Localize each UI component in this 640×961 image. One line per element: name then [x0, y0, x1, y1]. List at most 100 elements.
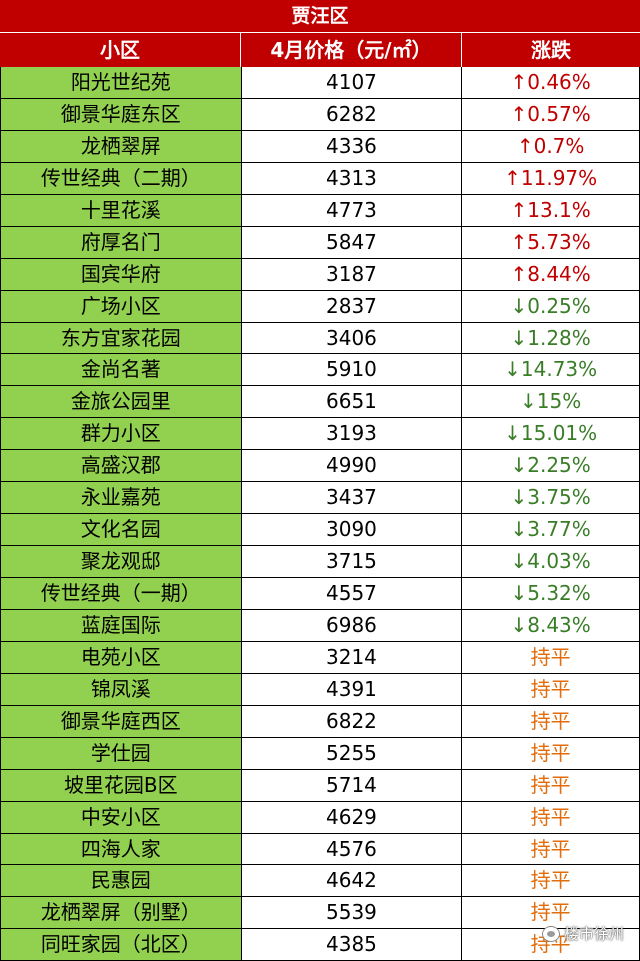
table-row: 广场小区 2837 ↓0.25% [1, 290, 640, 323]
cell-price: 4773 [241, 194, 463, 226]
table-row: 民惠园 4642 持平 [1, 865, 640, 898]
cell-name: 学仕园 [1, 737, 242, 769]
table-title: 贾汪区 [0, 0, 640, 33]
cell-name: 坡里花园B区 [1, 769, 242, 801]
cell-price: 6282 [241, 98, 463, 130]
table-row: 龙栖翠屏（别墅） 5539 持平 [1, 897, 640, 930]
table-row: 中安小区 4629 持平 [1, 801, 640, 834]
cell-change: 持平 [462, 833, 640, 865]
cell-name: 御景华庭东区 [1, 98, 242, 130]
header-price: 4月价格（元/㎡） [241, 33, 462, 67]
cell-name: 传世经典（一期） [1, 578, 242, 609]
cell-price: 4557 [241, 578, 463, 609]
cell-name: 文化名园 [1, 514, 242, 546]
cell-price: 5910 [241, 354, 463, 386]
cell-price: 5847 [241, 226, 463, 258]
cell-change: 持平 [462, 801, 640, 833]
cell-name: 高盛汉郡 [1, 450, 242, 482]
cell-name: 民惠园 [1, 865, 242, 897]
cell-name: 十里花溪 [1, 194, 242, 226]
table-body: 阳光世纪苑 4107 ↑0.46% 御景华庭东区 6282 ↑0.57% 龙栖翠屏 4336 ↑… [0, 67, 640, 961]
cell-price: 3193 [241, 418, 463, 450]
table-row: 高盛汉郡 4990 ↓2.25% [1, 450, 640, 483]
table-row: 聚龙观邸 3715 ↓4.03% [1, 546, 640, 578]
table-row: 文化名园 3090 ↓3.77% [1, 514, 640, 547]
cell-name: 金尚名著 [1, 354, 242, 386]
cell-change: 持平 [462, 897, 640, 929]
table-row: 东方宜家花园 3406 ↓1.28% [1, 322, 640, 355]
cell-name: 锦凤溪 [1, 673, 242, 705]
cell-price: 5255 [241, 737, 463, 769]
cell-change: ↑11.97% [462, 162, 640, 194]
wechat-icon [541, 925, 560, 942]
cell-change: ↓2.25% [462, 450, 640, 482]
cell-price: 4107 [241, 67, 463, 98]
cell-name: 蓝庭国际 [1, 609, 242, 641]
cell-price: 4990 [241, 450, 463, 482]
cell-change: ↓15% [462, 386, 640, 418]
cell-name: 永业嘉苑 [1, 482, 242, 514]
table-row: 电苑小区 3214 持平 [1, 641, 640, 674]
cell-price: 4385 [241, 929, 463, 961]
cell-change: ↓1.28% [462, 322, 640, 354]
cell-price: 4629 [241, 801, 463, 833]
table-row: 金旅公园里 6651 ↓15% [1, 386, 640, 419]
table-row: 坡里花园B区 5714 持平 [1, 769, 640, 802]
cell-price: 4576 [241, 833, 463, 865]
cell-price: 3715 [241, 546, 463, 577]
cell-price: 4391 [241, 673, 463, 705]
table-row: 蓝庭国际 6986 ↓8.43% [1, 609, 640, 642]
table-row: 四海人家 4576 持平 [1, 833, 640, 866]
cell-change: ↑0.46% [462, 67, 640, 98]
cell-name: 群力小区 [1, 418, 242, 450]
cell-price: 5714 [241, 769, 463, 801]
cell-change: ↑13.1% [462, 194, 640, 226]
table-row: 锦凤溪 4391 持平 [1, 673, 640, 706]
header-name: 小区 [0, 33, 241, 67]
cell-change: ↓14.73% [462, 354, 640, 386]
cell-price: 4336 [241, 130, 463, 162]
cell-price: 6651 [241, 386, 463, 418]
cell-change: 持平 [462, 737, 640, 769]
cell-change: ↓3.77% [462, 514, 640, 546]
cell-name: 中安小区 [1, 801, 242, 833]
table-row: 御景华庭西区 6822 持平 [1, 705, 640, 738]
cell-name: 阳光世纪苑 [1, 67, 242, 98]
cell-name: 聚龙观邸 [1, 546, 242, 577]
cell-change: ↓15.01% [462, 418, 640, 450]
cell-change: 持平 [462, 673, 640, 705]
cell-name: 龙栖翠屏 [1, 130, 242, 162]
cell-change: 持平 [462, 705, 640, 737]
cell-name: 府厚名门 [1, 226, 242, 258]
cell-price: 3187 [241, 258, 463, 290]
table-row: 学仕园 5255 持平 [1, 737, 640, 770]
table-row: 传世经典（二期） 4313 ↑11.97% [1, 162, 640, 195]
table-header: 小区 4月价格（元/㎡） 涨跌 [0, 33, 640, 67]
cell-change: ↑0.7% [462, 130, 640, 162]
table-row: 龙栖翠屏 4336 ↑0.7% [1, 130, 640, 163]
table-row: 国宾华府 3187 ↑8.44% [1, 258, 640, 291]
table-row: 阳光世纪苑 4107 ↑0.46% [1, 67, 640, 99]
table-row: 传世经典（一期） 4557 ↓5.32% [1, 578, 640, 610]
cell-change: ↓4.03% [462, 546, 640, 577]
table-row: 府厚名门 5847 ↑5.73% [1, 226, 640, 259]
cell-name: 龙栖翠屏（别墅） [1, 897, 242, 929]
cell-change: ↓3.75% [462, 482, 640, 514]
cell-name: 传世经典（二期） [1, 162, 242, 194]
table-row: 金尚名著 5910 ↓14.73% [1, 354, 640, 387]
cell-name: 国宾华府 [1, 258, 242, 290]
cell-name: 电苑小区 [1, 641, 242, 673]
cell-change: ↓5.32% [462, 578, 640, 609]
cell-change: ↓8.43% [462, 609, 640, 641]
cell-change: ↑8.44% [462, 258, 640, 290]
table-row: 永业嘉苑 3437 ↓3.75% [1, 482, 640, 515]
cell-name: 东方宜家花园 [1, 322, 242, 354]
cell-name: 广场小区 [1, 290, 242, 322]
cell-price: 6822 [241, 705, 463, 737]
header-change: 涨跌 [531, 38, 571, 62]
table-row: 十里花溪 4773 ↑13.1% [1, 194, 640, 227]
watermark-text: 楼市徐州 [563, 925, 624, 943]
cell-name: 同旺家园（北区） [1, 929, 242, 961]
cell-change: 持平 [462, 769, 640, 801]
